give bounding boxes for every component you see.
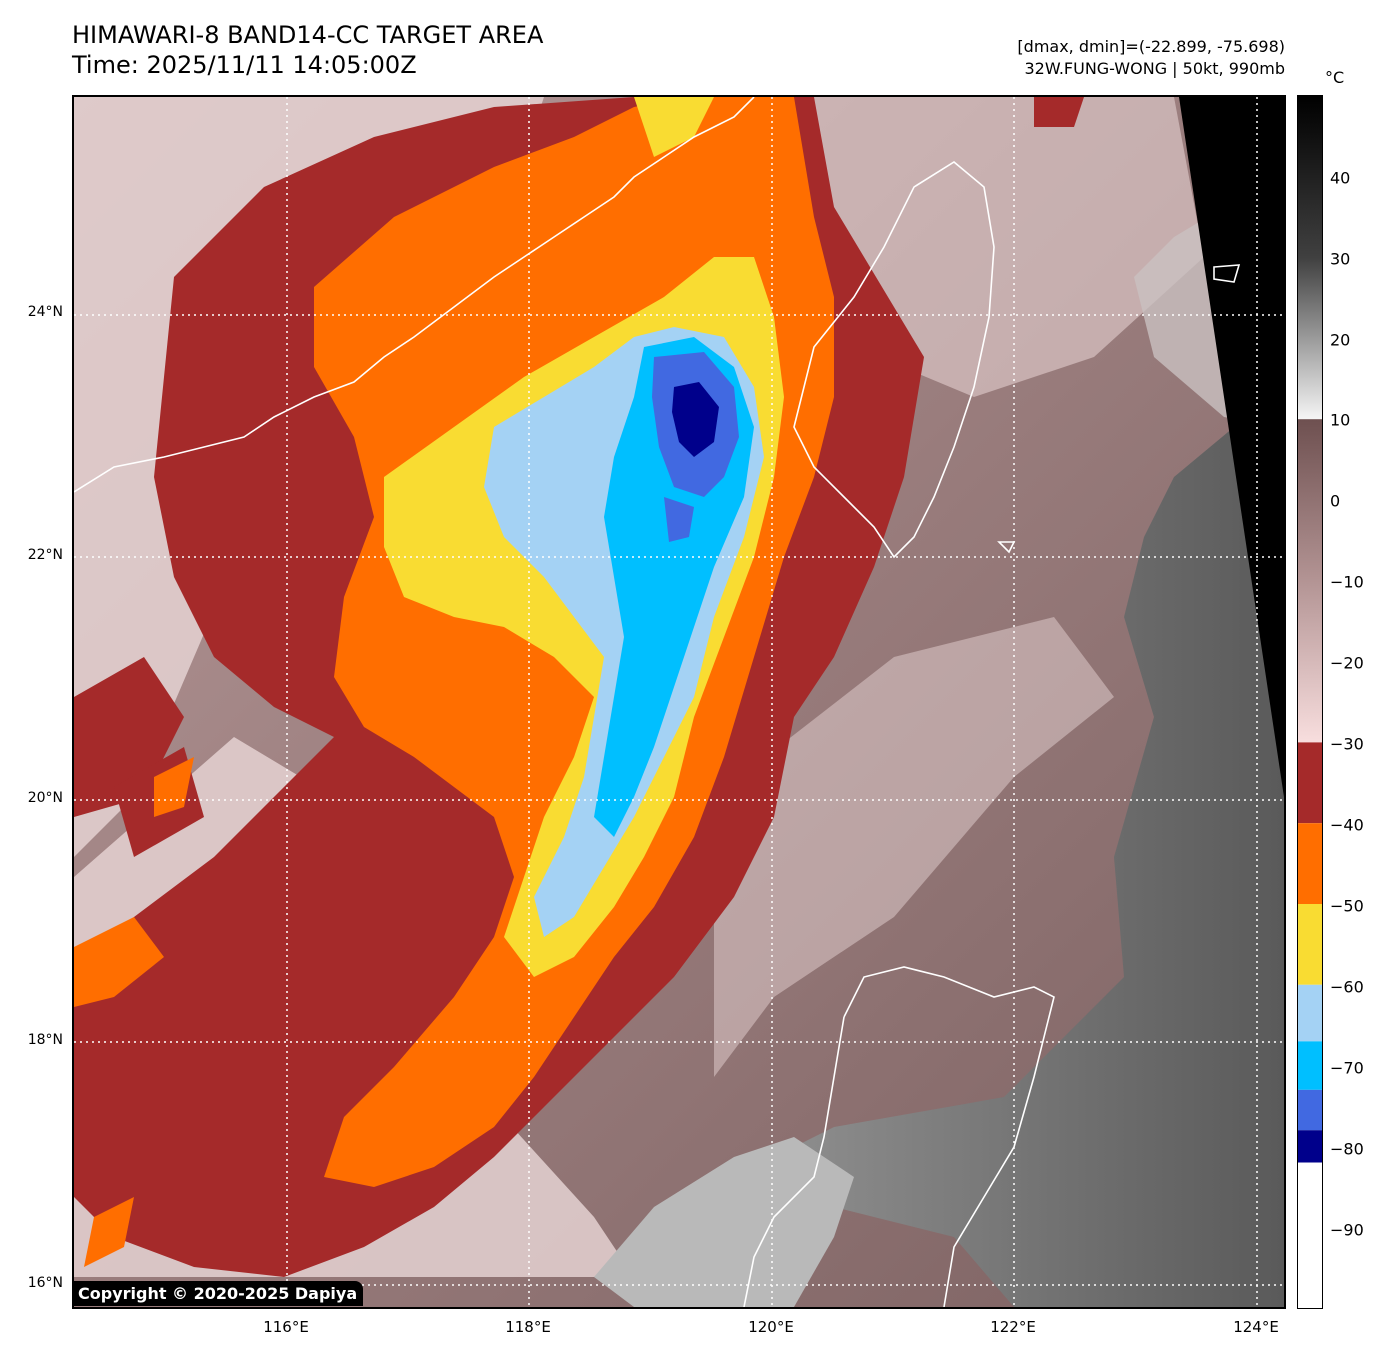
colorbar-tick-minus80: −80	[1330, 1139, 1364, 1159]
satellite-map	[72, 95, 1286, 1309]
colorbar-band	[1298, 984, 1322, 1042]
lon-label-118e: 118°E	[505, 1318, 551, 1336]
colorbar-unit: °C	[1325, 68, 1345, 87]
map-title: HIMAWARI-8 BAND14-CC TARGET AREA	[72, 21, 544, 49]
colorbar-band	[1298, 419, 1322, 743]
colorbar-tick-0: 0	[1330, 491, 1341, 511]
lon-label-116e: 116°E	[263, 1318, 309, 1336]
colorbar-tick-minus10: −10	[1330, 572, 1364, 592]
lon-label-124e: 124°E	[1233, 1318, 1279, 1336]
colorbar-band	[1298, 1089, 1322, 1131]
lat-label-18n: 18°N	[27, 1032, 63, 1048]
colorbar-band	[1298, 1041, 1322, 1090]
lat-label-22n: 22°N	[27, 547, 63, 563]
data-range-readout: [dmax, dmin]=(-22.899, -75.698)	[1017, 37, 1285, 56]
colorbar-tick-30: 30	[1330, 249, 1351, 269]
storm-info: 32W.FUNG-WONG | 50kt, 990mb	[1024, 59, 1285, 78]
lat-label-24n: 24°N	[27, 304, 63, 320]
colorbar-tick-minus20: −20	[1330, 653, 1364, 673]
colorbar-tick-minus90: −90	[1330, 1220, 1364, 1240]
colorbar-tick-40: 40	[1330, 168, 1351, 188]
colorbar-band	[1298, 823, 1322, 904]
colorbar-tick-minus50: −50	[1330, 896, 1364, 916]
colorbar-band	[1298, 742, 1322, 824]
lat-label-16n: 16°N	[27, 1275, 63, 1291]
coastlines	[74, 97, 1241, 1307]
colorbar-tick-10: 10	[1330, 410, 1351, 430]
colorbar-tick-minus30: −30	[1330, 734, 1364, 754]
lat-label-20n: 20°N	[27, 790, 63, 806]
colorbar-tick-minus40: −40	[1330, 815, 1364, 835]
colorbar	[1297, 95, 1323, 1309]
map-time: Time: 2025/11/11 14:05:00Z	[72, 51, 417, 79]
colorbar-tick-minus70: −70	[1330, 1058, 1364, 1078]
lon-label-120e: 120°E	[748, 1318, 794, 1336]
lon-label-122e: 122°E	[990, 1318, 1036, 1336]
colorbar-band	[1298, 96, 1322, 420]
colorbar-tick-minus60: −60	[1330, 977, 1364, 997]
colorbar-band	[1298, 1162, 1322, 1308]
copyright-notice: Copyright © 2020-2025 Dapiya	[73, 1281, 364, 1306]
colorbar-tick-20: 20	[1330, 330, 1351, 350]
convection-navy	[672, 382, 719, 457]
colorbar-band	[1298, 1130, 1322, 1163]
colorbar-band	[1298, 904, 1322, 985]
lat-lon-grid	[74, 97, 1284, 1307]
